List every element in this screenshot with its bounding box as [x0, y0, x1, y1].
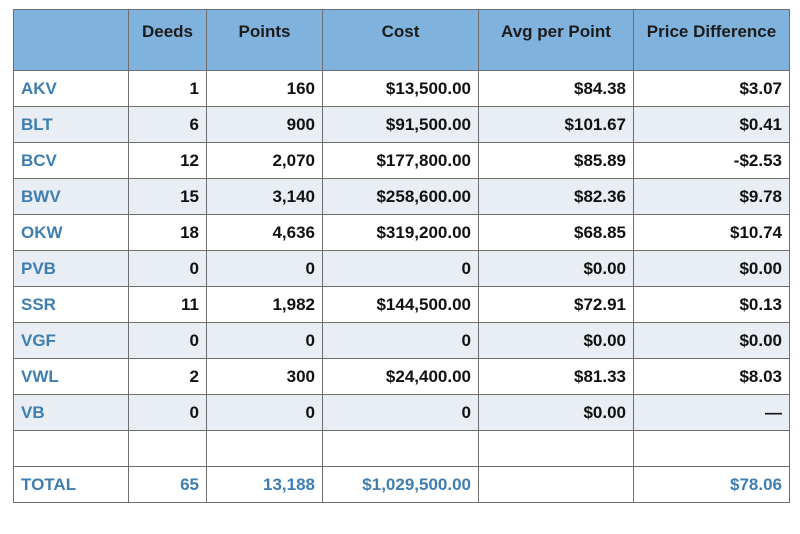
cost-cell: $144,500.00 — [322, 286, 479, 323]
resort-name — [13, 430, 129, 467]
avg-cell: $85.89 — [478, 142, 634, 179]
resort-name: OKW — [13, 214, 129, 251]
header-row: Deeds Points Cost Avg per Point Price Di… — [13, 9, 790, 71]
resort-name: VGF — [13, 322, 129, 359]
cost-cell: $91,500.00 — [322, 106, 479, 143]
diff-cell: $9.78 — [633, 178, 790, 215]
points-cell — [206, 430, 323, 467]
resort-name: BCV — [13, 142, 129, 179]
avg-cell: $68.85 — [478, 214, 634, 251]
points-cell: 0 — [206, 250, 323, 287]
total-points: 13,188 — [206, 466, 323, 503]
resort-name: PVB — [13, 250, 129, 287]
cost-cell: 0 — [322, 322, 479, 359]
header-avg-per-point: Avg per Point — [478, 9, 634, 71]
deeds-cell: 0 — [128, 322, 207, 359]
cost-cell: $258,600.00 — [322, 178, 479, 215]
diff-cell: — — [633, 394, 790, 431]
table-row: AKV 1 160 $13,500.00 $84.38 $3.07 — [13, 70, 790, 107]
cost-cell — [322, 430, 479, 467]
table-row: PVB 0 0 0 $0.00 $0.00 — [13, 250, 790, 287]
avg-cell: $0.00 — [478, 394, 634, 431]
cost-cell: 0 — [322, 250, 479, 287]
resort-name: VWL — [13, 358, 129, 395]
total-row: TOTAL 65 13,188 $1,029,500.00 $78.06 — [13, 466, 790, 503]
resort-name: BWV — [13, 178, 129, 215]
deeds-cell — [128, 430, 207, 467]
table-row: OKW 18 4,636 $319,200.00 $68.85 $10.74 — [13, 214, 790, 251]
points-cell: 300 — [206, 358, 323, 395]
diff-cell: $8.03 — [633, 358, 790, 395]
resort-name: AKV — [13, 70, 129, 107]
total-avg — [478, 466, 634, 503]
total-label: TOTAL — [13, 466, 129, 503]
diff-cell: $3.07 — [633, 70, 790, 107]
deeds-cell: 0 — [128, 250, 207, 287]
table-row — [13, 430, 790, 467]
deeds-cell: 1 — [128, 70, 207, 107]
points-cell: 4,636 — [206, 214, 323, 251]
resort-name: VB — [13, 394, 129, 431]
diff-cell: $0.13 — [633, 286, 790, 323]
points-cell: 1,982 — [206, 286, 323, 323]
table-row: VWL 2 300 $24,400.00 $81.33 $8.03 — [13, 358, 790, 395]
deeds-cell: 12 — [128, 142, 207, 179]
resort-name: BLT — [13, 106, 129, 143]
deeds-cell: 15 — [128, 178, 207, 215]
header-deeds: Deeds — [128, 9, 207, 71]
diff-cell: $0.00 — [633, 250, 790, 287]
diff-cell: $0.00 — [633, 322, 790, 359]
diff-cell: $0.41 — [633, 106, 790, 143]
deeds-cell: 0 — [128, 394, 207, 431]
table-row: BCV 12 2,070 $177,800.00 $85.89 -$2.53 — [13, 142, 790, 179]
avg-cell: $81.33 — [478, 358, 634, 395]
header-cost: Cost — [322, 9, 479, 71]
avg-cell — [478, 430, 634, 467]
diff-cell: -$2.53 — [633, 142, 790, 179]
table-row: VB 0 0 0 $0.00— — [13, 394, 790, 431]
cost-cell: $24,400.00 — [322, 358, 479, 395]
points-cell: 900 — [206, 106, 323, 143]
header-price-difference: Price Difference — [633, 9, 790, 71]
points-cell: 0 — [206, 394, 323, 431]
points-cell: 2,070 — [206, 142, 323, 179]
deeds-cell: 18 — [128, 214, 207, 251]
points-cell: 0 — [206, 322, 323, 359]
avg-cell: $0.00 — [478, 250, 634, 287]
avg-cell: $72.91 — [478, 286, 634, 323]
deeds-cell: 2 — [128, 358, 207, 395]
deeds-cell: 6 — [128, 106, 207, 143]
deeds-cell: 11 — [128, 286, 207, 323]
deeds-table: Deeds Points Cost Avg per Point Price Di… — [13, 9, 790, 503]
points-cell: 3,140 — [206, 178, 323, 215]
avg-cell: $0.00 — [478, 322, 634, 359]
table-row: BLT 6 900 $91,500.00 $101.67 $0.41 — [13, 106, 790, 143]
total-diff: $78.06 — [633, 466, 790, 503]
avg-cell: $84.38 — [478, 70, 634, 107]
cost-cell: $319,200.00 — [322, 214, 479, 251]
cost-cell: $13,500.00 — [322, 70, 479, 107]
table-row: SSR 11 1,982 $144,500.00 $72.91 $0.13 — [13, 286, 790, 323]
cost-cell: $177,800.00 — [322, 142, 479, 179]
cost-cell: 0 — [322, 394, 479, 431]
avg-cell: $101.67 — [478, 106, 634, 143]
header-name — [13, 9, 129, 71]
resort-name: SSR — [13, 286, 129, 323]
points-cell: 160 — [206, 70, 323, 107]
avg-cell: $82.36 — [478, 178, 634, 215]
total-cost: $1,029,500.00 — [322, 466, 479, 503]
table-row: BWV 15 3,140 $258,600.00 $82.36 $9.78 — [13, 178, 790, 215]
diff-cell — [633, 430, 790, 467]
total-deeds: 65 — [128, 466, 207, 503]
table-body: AKV 1 160 $13,500.00 $84.38 $3.07 BLT 6 900 $91,5… — [13, 70, 790, 467]
table-row: VGF 0 0 0 $0.00 $0.00 — [13, 322, 790, 359]
header-points: Points — [206, 9, 323, 71]
diff-cell: $10.74 — [633, 214, 790, 251]
